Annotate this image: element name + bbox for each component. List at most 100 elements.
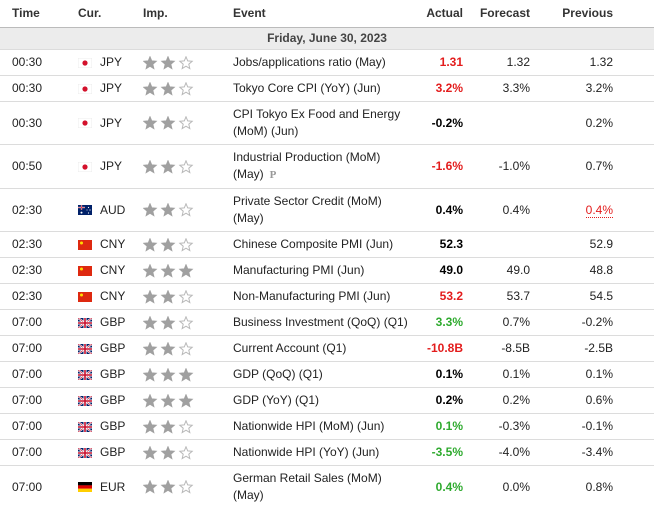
star-empty — [178, 159, 194, 174]
time: 07:00 — [0, 465, 70, 508]
previous-cell: 0.8% — [536, 465, 654, 508]
forecast: 0.4% — [470, 188, 536, 232]
importance-cell — [140, 387, 225, 414]
forecast: 3.3% — [470, 75, 536, 102]
previous-cell: 0.2% — [536, 101, 654, 145]
actual: 3.2% — [415, 75, 470, 102]
event-cell: Chinese Composite PMI (Jun) — [225, 231, 415, 258]
event-row: 00:50 JPY Industrial Production (MoM) (May… — [0, 144, 654, 189]
forecast: -1.0% — [470, 144, 536, 189]
forecast: 1.32 — [470, 49, 536, 76]
star-filled — [142, 393, 158, 408]
currency-cell: JPY — [70, 101, 140, 145]
event: Business Investment (QoQ) (Q1) — [233, 315, 408, 329]
flag-star — [80, 267, 83, 271]
star-empty — [178, 237, 194, 252]
star-empty — [178, 479, 194, 494]
importance-stars — [142, 419, 194, 434]
previous-cell: 1.32 — [536, 49, 654, 76]
event-cell: Business Investment (QoQ) (Q1) — [225, 309, 415, 336]
forecast: 0.2% — [470, 387, 536, 414]
flag-disc — [82, 60, 88, 66]
currency-cell: GBP — [70, 413, 140, 440]
flag — [78, 161, 92, 172]
header-time: Time — [0, 0, 70, 28]
previous: 52.9 — [589, 237, 613, 251]
previous-cell: 52.9 — [536, 231, 654, 258]
star-filled — [178, 393, 194, 408]
star-filled — [142, 115, 158, 130]
event-row: 02:30 CNY Non-Manufacturing PMI (Jun) 53.2 5… — [0, 283, 654, 310]
flag-star — [86, 209, 88, 211]
flag-bg — [78, 239, 92, 250]
date-row: Friday, June 30, 2023 — [0, 27, 654, 50]
flag — [78, 343, 92, 354]
star-filled — [142, 55, 158, 70]
importance-stars — [142, 341, 194, 356]
currency-cell: EUR — [70, 465, 140, 508]
forecast: 0.7% — [470, 309, 536, 336]
flag-band — [78, 485, 92, 490]
flag-band — [78, 488, 92, 493]
time: 02:30 — [0, 231, 70, 258]
currency: GBP — [100, 445, 126, 459]
flag-star — [80, 241, 83, 245]
previous: 0.7% — [585, 159, 613, 173]
actual: 0.1% — [415, 361, 470, 388]
currency: CNY — [100, 263, 126, 277]
flag-bg — [78, 265, 92, 276]
importance-cell — [140, 75, 225, 102]
star-filled — [160, 202, 176, 217]
flag — [78, 421, 92, 432]
flag-bg — [78, 291, 92, 302]
star-filled — [160, 159, 176, 174]
previous: 1.32 — [589, 55, 613, 69]
flag-star — [80, 293, 83, 297]
flag-star — [87, 207, 90, 209]
star-filled — [142, 445, 158, 460]
flag-disc — [82, 164, 88, 170]
event: Chinese Composite PMI (Jun) — [233, 237, 394, 251]
star-filled — [160, 55, 176, 70]
previous: 0.1% — [585, 367, 613, 381]
previous: 0.2% — [585, 115, 613, 130]
star-filled — [142, 341, 158, 356]
previous: 48.8 — [589, 263, 613, 277]
forecast: -4.0% — [470, 439, 536, 466]
flag — [78, 205, 92, 216]
forecast: -0.3% — [470, 413, 536, 440]
event-row: 02:30 CNY Manufacturing PMI (Jun) 49.0 49.0 4… — [0, 257, 654, 284]
event: Non-Manufacturing PMI (Jun) — [233, 289, 391, 303]
importance-stars — [142, 263, 194, 278]
flag-star — [89, 209, 91, 211]
star-filled — [160, 315, 176, 330]
star-filled — [160, 419, 176, 434]
actual: 0.4% — [415, 188, 470, 232]
event: Nationwide HPI (YoY) (Jun) — [233, 445, 380, 459]
time: 00:50 — [0, 144, 70, 189]
star-empty — [178, 315, 194, 330]
event: Tokyo Core CPI (YoY) (Jun) — [233, 81, 381, 95]
importance-cell — [140, 101, 225, 145]
event-row: 07:00 EUR German Retail Sales (MoM) (May) 0… — [0, 465, 654, 508]
table-header: Time Cur. Imp. Event Actual Forecast Pre… — [0, 0, 654, 28]
importance-cell — [140, 283, 225, 310]
previous: 0.8% — [585, 479, 613, 494]
importance-stars — [142, 393, 194, 408]
importance-stars — [142, 81, 194, 96]
previous: -3.4% — [581, 445, 613, 459]
previous-cell: -2.5B — [536, 335, 654, 362]
time: 02:30 — [0, 188, 70, 232]
importance-cell — [140, 413, 225, 440]
event-cell: Jobs/applications ratio (May) — [225, 49, 415, 76]
flag — [78, 482, 92, 493]
previous-cell: 0.6% — [536, 387, 654, 414]
importance-cell — [140, 257, 225, 284]
actual: 0.2% — [415, 387, 470, 414]
currency: CNY — [100, 237, 126, 251]
importance-stars — [142, 115, 194, 130]
event: CPI Tokyo Ex Food and Energy (MoM) (Jun) — [233, 107, 401, 138]
star-filled — [160, 289, 176, 304]
flag — [78, 239, 92, 250]
